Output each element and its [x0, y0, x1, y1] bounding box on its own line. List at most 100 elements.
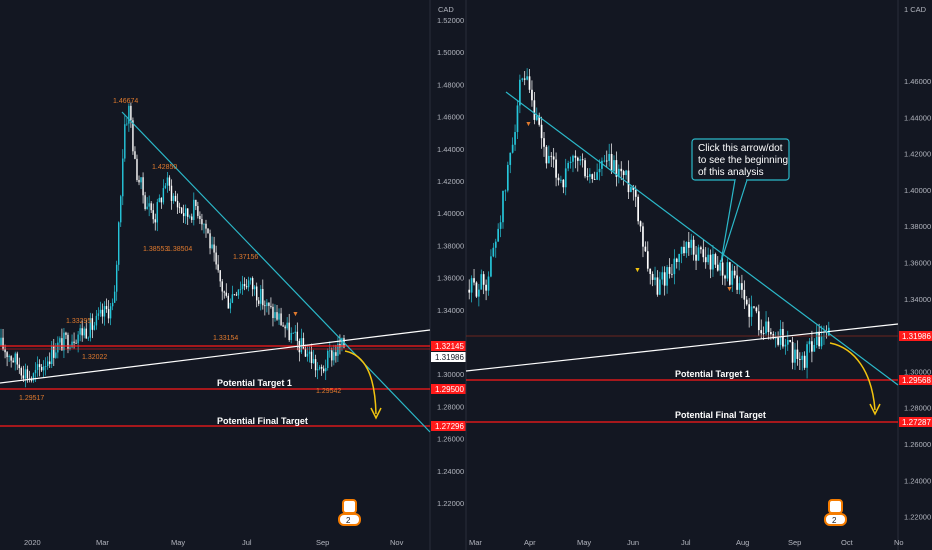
- left-candles: [0, 102, 345, 388]
- candle-body: [95, 315, 98, 326]
- candle-body: [53, 346, 55, 358]
- candle-body: [101, 309, 104, 317]
- candle-body: [584, 160, 586, 177]
- candle-body: [138, 179, 140, 183]
- y-tick-label: 1.22000: [437, 499, 464, 508]
- candle-body: [109, 306, 112, 319]
- candle-body: [622, 171, 625, 176]
- candle-body: [519, 79, 521, 106]
- candle-body: [14, 353, 16, 363]
- candle-body: [617, 168, 620, 177]
- y-tick-label: 1.52000: [437, 16, 464, 25]
- candle-body: [231, 294, 234, 303]
- right-idea-icon[interactable]: 2: [824, 499, 847, 526]
- candle-body: [716, 264, 719, 271]
- candle-body: [528, 76, 531, 90]
- candle-body: [44, 366, 47, 367]
- right-candles: [468, 68, 830, 379]
- candle-body: [511, 144, 514, 153]
- candle-body: [199, 215, 201, 220]
- candle-body: [605, 160, 608, 162]
- left-badge-current: 1.31986: [431, 352, 466, 362]
- candle-body: [782, 329, 784, 347]
- y-tick-label: 1.38000: [437, 241, 464, 250]
- left-level-label: 1.29542: [316, 388, 341, 395]
- right-marker-dot[interactable]: ▼: [634, 267, 641, 274]
- y-tick-label: 1.42000: [437, 177, 464, 186]
- candle-body: [99, 309, 102, 314]
- right-marker-triangle: ▼: [726, 286, 733, 293]
- right-annotation-final-target: Potential Final Target: [675, 410, 766, 420]
- candle-body: [608, 154, 611, 162]
- candle-body: [642, 226, 644, 247]
- candle-body: [260, 288, 262, 304]
- candle-body: [695, 254, 697, 261]
- candle-body: [540, 124, 543, 139]
- candle-body: [24, 369, 27, 379]
- candle-body: [189, 216, 191, 218]
- candle-body: [10, 356, 12, 361]
- candle-body: [270, 305, 272, 307]
- candle-body: [296, 331, 299, 341]
- y-tick-label: 1.28000: [437, 402, 464, 411]
- candle-body: [26, 369, 29, 379]
- candle-body: [753, 306, 755, 308]
- candle-body: [302, 338, 305, 349]
- candle-body: [40, 366, 43, 371]
- candle-body: [168, 177, 171, 186]
- candle-body: [318, 366, 321, 370]
- candle-body: [182, 213, 185, 217]
- candle-body: [535, 115, 538, 120]
- y-tick-label: 1.44000: [437, 145, 464, 154]
- left-idea-icon[interactable]: 2: [338, 499, 361, 526]
- candle-body: [646, 251, 649, 269]
- candle-body: [719, 262, 722, 271]
- right-chart[interactable]: 1 CAD 1.46000 1.44000 1.42000 1.40000 1.3800…: [465, 0, 932, 550]
- candle-body: [663, 272, 666, 286]
- svg-text:2: 2: [832, 516, 837, 525]
- candle-body: [227, 295, 230, 309]
- candle-body: [736, 275, 738, 290]
- svg-text:1.29500: 1.29500: [435, 385, 464, 394]
- candle-body: [538, 115, 541, 125]
- candle-body: [140, 177, 142, 183]
- candle-body: [49, 361, 51, 365]
- y-tick-label: 1.46000: [904, 77, 931, 86]
- candle-body: [666, 267, 668, 286]
- candle-body: [499, 222, 502, 229]
- candle-body: [46, 361, 49, 367]
- y-tick-label: 1.26000: [904, 440, 931, 449]
- candle-body: [148, 203, 150, 207]
- x-tick-label: Sep: [316, 538, 329, 547]
- candle-body: [286, 322, 288, 329]
- analysis-callout[interactable]: Click this arrow/dot to see the beginnin…: [691, 138, 790, 263]
- left-annotation-final-target: Potential Final Target: [217, 416, 308, 426]
- candle-body: [738, 283, 741, 290]
- candle-body: [280, 313, 282, 326]
- x-tick-label: Jul: [681, 538, 691, 547]
- candle-body: [229, 302, 232, 309]
- candle-body: [475, 282, 478, 297]
- candle-body: [150, 203, 152, 211]
- candle-body: [668, 267, 671, 274]
- candle-body: [258, 300, 260, 304]
- candle-body: [733, 270, 736, 276]
- candle-body: [308, 351, 311, 354]
- candle-body: [276, 312, 278, 320]
- candle-body: [97, 313, 100, 316]
- candle-body: [497, 228, 500, 242]
- candle-body: [762, 333, 765, 335]
- svg-text:1.27296: 1.27296: [435, 422, 464, 431]
- candle-body: [630, 187, 632, 193]
- candle-body: [521, 78, 524, 80]
- x-tick-label: Mar: [96, 538, 109, 547]
- left-chart[interactable]: CAD 1.520001.500001.480001.460001.440001…: [0, 0, 466, 550]
- candle-body: [680, 246, 683, 254]
- candle-body: [808, 341, 811, 345]
- y-tick-label: 1.22000: [904, 513, 931, 522]
- candle-body: [786, 339, 789, 345]
- candle-body: [69, 347, 71, 349]
- candle-body: [659, 279, 661, 295]
- left-level-label: 1.32022: [82, 354, 107, 361]
- candle-body: [20, 368, 23, 376]
